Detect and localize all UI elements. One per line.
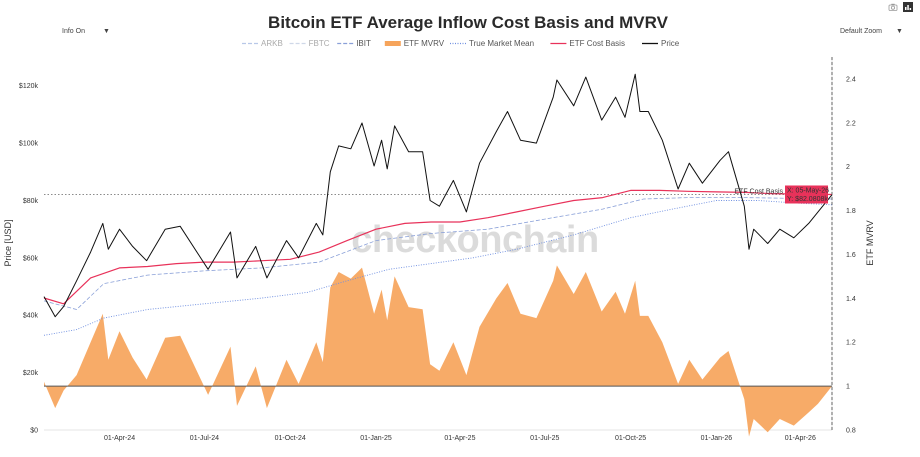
x-tick-label-7: 01-Jan-26 (701, 435, 733, 442)
x-tick-label-2: 01-Oct-24 (275, 435, 306, 442)
hover-series-label: ETF Cost Basis (734, 188, 783, 195)
x-tick-label-5: 01-Jul-25 (530, 435, 559, 442)
legend-label: FBTC (309, 39, 330, 48)
plot-area: Price [USD] ETF MVRV checkonchain $0 $20k… (3, 57, 875, 442)
legend-label: Price (661, 39, 680, 48)
legend-item-fbtc: FBTC (289, 39, 330, 48)
legend-item-true-market-mean: True Market Mean (450, 39, 534, 48)
y2-tick-label-1: 1 (846, 384, 850, 391)
y-tick-label-1: $20k (23, 370, 39, 377)
y-tick-label-4: $80k (23, 198, 39, 205)
y2-tick-label-5: 1.8 (846, 208, 856, 215)
legend-item-ibit: IBIT (337, 39, 371, 48)
legend-item-arkb: ARKB (242, 39, 283, 48)
chevron-down-icon: ▼ (896, 28, 903, 35)
legend-label: True Market Mean (469, 39, 534, 48)
true-market-mean-line (43, 200, 833, 336)
zoom-select[interactable]: Default Zoom ▼ (840, 28, 903, 35)
x-tick-label-8: 01-Apr-26 (785, 435, 816, 442)
y2-tick-label-3: 1.4 (846, 296, 856, 303)
info-toggle-label: Info On (62, 28, 85, 35)
info-toggle[interactable]: Info On ▼ (62, 28, 110, 35)
y-tick-label-5: $100k (19, 141, 39, 148)
y2-tick-label-7: 2.2 (846, 120, 856, 127)
y-tick-label-6: $120k (19, 83, 39, 90)
x-tick-label-4: 01-Apr-25 (444, 435, 475, 442)
hover-y-text: Y: $82.0808k (787, 196, 828, 203)
y2-tick-label-2: 1.2 (846, 340, 856, 347)
camera-icon[interactable] (888, 2, 898, 12)
y-tick-label-3: $60k (23, 255, 39, 262)
legend-label: ARKB (261, 39, 283, 48)
zoom-select-label: Default Zoom (840, 28, 883, 35)
x-tick-label-0: 01-Apr-24 (104, 435, 135, 442)
legend-label: IBIT (356, 39, 371, 48)
y2-tick-label-6: 2 (846, 164, 850, 171)
etf-cost-basis-line (43, 189, 833, 305)
legend-label: ETF Cost Basis (569, 39, 625, 48)
y2-tick-label-0: 0.8 (846, 428, 856, 435)
legend-item-etf-mvrv: ETF MVRV (384, 39, 445, 48)
ibit-line (43, 197, 833, 310)
watermark: checkonchain (351, 219, 598, 261)
x-tick-label-6: 01-Oct-25 (615, 435, 646, 442)
legend: ARKB FBTC IBIT ETF MVRV True Market Mean ETF … (242, 39, 680, 48)
y2-axis-title: ETF MVRV (865, 220, 875, 265)
chevron-down-icon: ▼ (102, 28, 110, 35)
etf-mvrv-area (44, 265, 832, 437)
y2-tick-label-8: 2.4 (846, 76, 856, 83)
hover-x-text: X: 05-May-26 (787, 187, 829, 194)
chart-title: Bitcoin ETF Average Inflow Cost Basis an… (268, 13, 669, 32)
price-line (43, 73, 833, 318)
legend-label: ETF MVRV (404, 39, 445, 48)
y-axis-title: Price [USD] (3, 219, 13, 266)
y-tick-label-0: $0 (30, 428, 38, 435)
legend-item-etf-cost-basis: ETF Cost Basis (550, 39, 625, 48)
hover-label-box (785, 185, 828, 204)
x-tick-label-3: 01-Jan-25 (360, 435, 392, 442)
bar-chart-icon[interactable] (903, 2, 913, 12)
x-tick-label-1: 01-Jul-24 (190, 435, 219, 442)
legend-item-price: Price (642, 39, 680, 48)
y-tick-label-2: $40k (23, 313, 39, 320)
legend-swatch (384, 41, 401, 46)
y2-tick-label-4: 1.6 (846, 252, 856, 259)
